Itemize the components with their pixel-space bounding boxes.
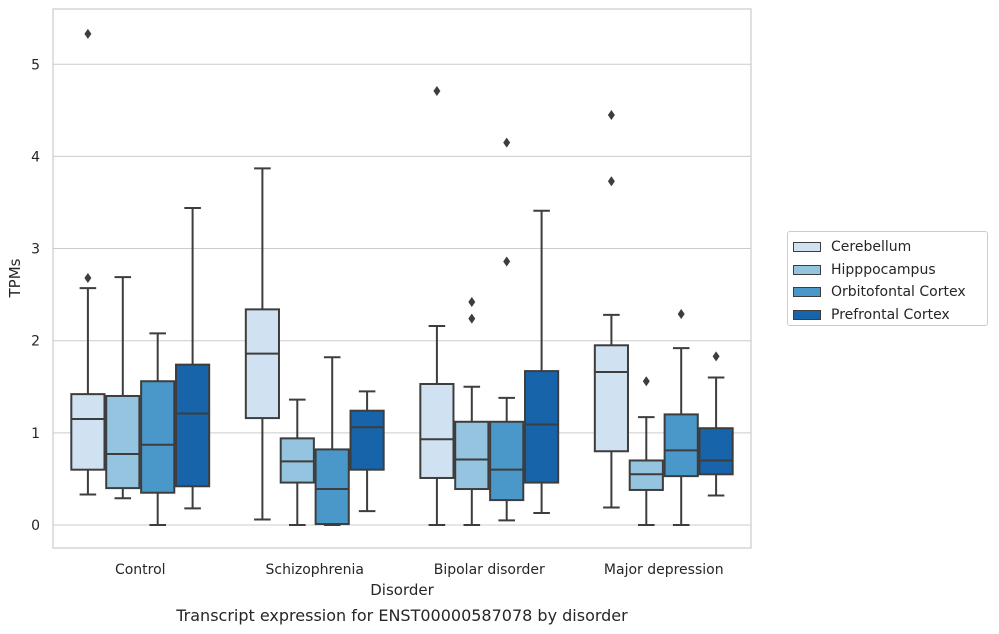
outlier-point [607, 109, 615, 120]
x-tick-label: Schizophrenia [266, 562, 364, 578]
y-tick-label: 4 [31, 149, 40, 165]
box-1-3 [349, 390, 385, 513]
box-0-2 [140, 332, 176, 526]
legend-label: Cerebellum [831, 239, 912, 256]
box-body [105, 394, 141, 490]
y-axis-ticks: 0 1 2 3 4 5 [31, 57, 40, 534]
outlier-point [468, 296, 476, 307]
y-tick-label: 1 [31, 426, 40, 442]
box-2-0 [419, 86, 455, 526]
box-body [419, 382, 455, 479]
box-3-2 [663, 308, 699, 526]
box-body [314, 448, 350, 526]
outlier-point [712, 351, 720, 362]
legend-label: Hipppocampus [831, 261, 936, 278]
y-tick-label: 3 [31, 242, 40, 258]
plot-frame [52, 8, 752, 549]
legend-swatch [793, 242, 821, 253]
legend-item: Prefrontal Cortex [793, 304, 987, 327]
y-tick-label: 5 [31, 57, 40, 73]
box-body [244, 308, 280, 420]
box-body [175, 363, 211, 488]
y-tick-label: 0 [31, 518, 40, 534]
legend: Cerebellum Hipppocampus Orbitofontal Corte… [787, 231, 988, 326]
outlier-point [607, 176, 615, 187]
legend-item: Cerebellum [793, 236, 987, 259]
box-0-3 [175, 207, 211, 510]
y-tick-label: 2 [31, 334, 40, 350]
outlier-point [642, 376, 650, 387]
box-1-1 [279, 398, 315, 526]
box-2-2 [489, 137, 525, 522]
box-2-1 [454, 296, 490, 526]
outlier-point [84, 273, 92, 284]
outlier-point [84, 28, 92, 39]
legend-label: Orbitofontal Cortex [831, 284, 966, 301]
legend-swatch [793, 287, 821, 298]
x-tick-label: Bipolar disorder [434, 562, 545, 578]
x-tick-label: Major depression [604, 562, 724, 578]
outlier-point [503, 256, 511, 267]
box-body [698, 427, 734, 476]
box-3-1 [628, 376, 664, 526]
figure-caption: Transcript expression for ENST0000058707… [176, 606, 628, 625]
box-body [663, 413, 699, 478]
outlier-point [468, 313, 476, 324]
box-body [140, 380, 176, 494]
legend-item: Orbitofontal Cortex [793, 281, 987, 304]
box-0-1 [105, 276, 141, 500]
x-tick-label: Control [115, 562, 166, 578]
x-axis-label: Disorder [370, 581, 434, 599]
box-body [70, 393, 106, 471]
outlier-point [677, 308, 685, 319]
box-2-3 [524, 209, 560, 514]
box-body [489, 420, 525, 502]
box-body [349, 409, 385, 471]
y-axis-label: TPMs [6, 258, 24, 298]
box-1-2 [314, 356, 350, 526]
outlier-point [433, 86, 441, 97]
legend-swatch [793, 264, 821, 275]
box-body [454, 420, 490, 491]
legend-label: Prefrontal Cortex [831, 306, 950, 323]
legend-item: Hipppocampus [793, 259, 987, 282]
box-0-0 [70, 28, 106, 496]
box-body [593, 344, 629, 453]
box-body [524, 370, 560, 484]
boxes-layer [70, 28, 734, 526]
outlier-point [503, 137, 511, 148]
box-3-0 [593, 109, 629, 509]
legend-swatch [793, 309, 821, 320]
box-3-3 [698, 351, 734, 497]
x-axis-ticks: Control Schizophrenia Bipolar disorder Majo… [115, 562, 724, 578]
box-1-0 [244, 167, 280, 521]
